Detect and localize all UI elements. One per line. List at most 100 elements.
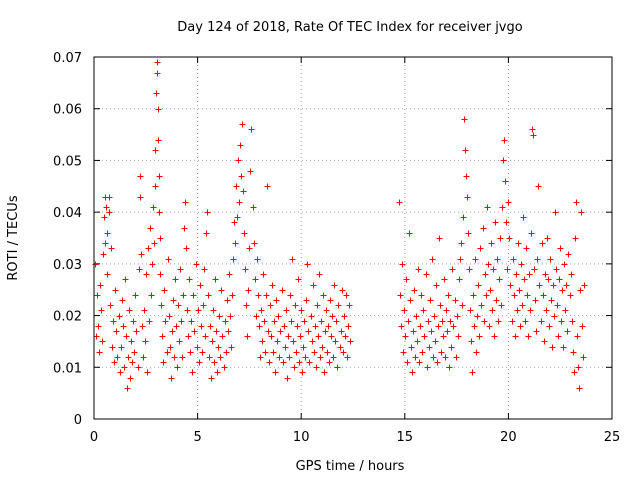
data-point (396, 199, 403, 206)
data-point (265, 328, 272, 335)
data-point (242, 266, 249, 273)
data-point (332, 338, 339, 345)
data-point (215, 344, 222, 351)
data-point (253, 313, 260, 320)
data-point (272, 369, 279, 376)
data-point (243, 302, 250, 309)
data-point (216, 313, 223, 320)
data-point (213, 328, 220, 335)
data-point (180, 292, 187, 299)
data-point (473, 349, 480, 356)
data-point (468, 338, 475, 345)
data-point (162, 318, 169, 325)
data-point (539, 240, 546, 247)
data-point (141, 307, 148, 314)
data-point (456, 276, 463, 283)
data-point (311, 349, 318, 356)
data-point (140, 354, 147, 361)
data-point (259, 338, 266, 345)
data-point (159, 333, 166, 340)
x-tick-label: 25 (604, 430, 621, 445)
data-point (198, 323, 205, 330)
data-point (306, 359, 313, 366)
data-point (410, 328, 417, 335)
data-point (443, 307, 450, 314)
data-point (132, 292, 139, 299)
data-point (581, 282, 588, 289)
data-point (404, 359, 411, 366)
data-point (484, 204, 491, 211)
data-point (137, 194, 144, 201)
data-point (554, 302, 561, 309)
data-point (170, 297, 177, 304)
data-point (98, 307, 105, 314)
data-point (211, 359, 218, 366)
data-point (271, 318, 278, 325)
data-point (155, 137, 162, 144)
data-point (197, 282, 204, 289)
data-point (172, 276, 179, 283)
data-point (474, 313, 481, 320)
data-point (287, 292, 294, 299)
data-point (578, 209, 585, 216)
data-point (447, 318, 454, 325)
data-point (303, 297, 310, 304)
data-point (548, 297, 555, 304)
data-point (511, 292, 518, 299)
data-point (245, 287, 252, 294)
data-point (175, 302, 182, 309)
data-point (103, 204, 110, 211)
data-point (405, 318, 412, 325)
data-point (397, 292, 404, 299)
data-point (177, 266, 184, 273)
data-point (191, 328, 198, 335)
data-point (320, 292, 327, 299)
data-point (183, 245, 190, 252)
data-point (127, 375, 134, 382)
data-point (114, 354, 121, 361)
data-point (99, 338, 106, 345)
data-point (500, 157, 507, 164)
data-point (503, 219, 510, 226)
data-point (485, 261, 492, 268)
data-point (553, 266, 560, 273)
data-point (112, 287, 119, 294)
data-point (438, 349, 445, 356)
data-point (421, 333, 428, 340)
data-point (173, 323, 180, 330)
data-point (486, 323, 493, 330)
data-point (204, 209, 211, 216)
data-point (441, 276, 448, 283)
data-point (317, 354, 324, 361)
data-point (149, 261, 156, 268)
data-point (512, 333, 519, 340)
data-point (430, 354, 437, 361)
data-point (540, 292, 547, 299)
data-point (545, 276, 552, 283)
data-point (226, 271, 233, 278)
data-point (575, 364, 582, 371)
data-point (174, 364, 181, 371)
data-point (506, 235, 513, 242)
data-point (223, 349, 230, 356)
data-point (544, 235, 551, 242)
data-point (502, 178, 509, 185)
data-point (475, 282, 482, 289)
data-point (168, 375, 175, 382)
data-point (522, 318, 529, 325)
data-point (492, 219, 499, 226)
data-point (147, 225, 154, 232)
data-point (518, 261, 525, 268)
data-point (298, 307, 305, 314)
data-point (165, 256, 172, 263)
data-point (282, 344, 289, 351)
data-point (450, 323, 457, 330)
data-point (481, 318, 488, 325)
data-point (294, 323, 301, 330)
data-point (469, 369, 476, 376)
data-point (401, 307, 408, 314)
data-point (407, 297, 414, 304)
data-point (290, 338, 297, 345)
data-point (255, 292, 262, 299)
data-point (530, 132, 537, 139)
